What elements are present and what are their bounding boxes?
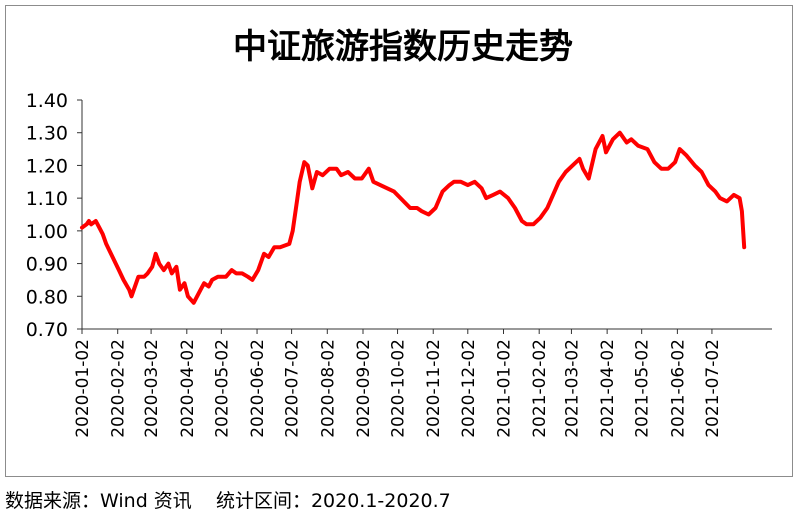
- y-tick-label: 1.20: [26, 155, 68, 177]
- plot-area: [80, 130, 747, 305]
- x-tick-label: 2020-10-02: [389, 339, 409, 438]
- x-tick-label: 2021-02-02: [530, 339, 550, 438]
- source-note: 数据来源：Wind 资讯 统计区间：2020.1-2020.7: [5, 490, 451, 512]
- x-tick-label: 2021-04-02: [598, 339, 618, 438]
- axes: 0.70 0.80 0.90 1.00 1.10 1.20 1.30 1.40 2020-01-…: [26, 90, 772, 438]
- x-tick-label: 2020-03-02: [142, 339, 162, 438]
- x-tick-label: 2020-09-02: [354, 339, 374, 438]
- x-tick-label: 2020-12-02: [459, 339, 479, 438]
- y-tick-label: 1.40: [26, 90, 68, 112]
- x-tick-label: 2020-11-02: [424, 339, 444, 438]
- x-tick-label: 2021-07-02: [703, 339, 723, 438]
- x-tick-label: 2020-06-02: [248, 339, 268, 438]
- y-tick-label: 1.00: [26, 221, 68, 243]
- y-tick-label: 1.30: [26, 123, 68, 145]
- series-line-0: [80, 130, 747, 305]
- y-tick-label: 0.80: [26, 286, 68, 308]
- x-tick-label: 2020-07-02: [283, 339, 303, 438]
- x-tick-label: 2021-06-02: [668, 339, 688, 438]
- x-tick-label: 2021-03-02: [562, 339, 582, 438]
- y-tick-label: 0.90: [26, 254, 68, 276]
- y-tick-label: 1.10: [26, 188, 68, 210]
- x-tick-label: 2020-08-02: [318, 339, 338, 438]
- x-tick-label: 2020-01-02: [73, 339, 93, 438]
- x-tick-label: 2020-05-02: [212, 339, 232, 438]
- x-tick-label: 2020-02-02: [109, 339, 129, 438]
- x-tick-label: 2021-01-02: [494, 339, 514, 438]
- y-tick-label: 0.70: [26, 319, 68, 341]
- chart-title: 中证旅游指数历史走势: [233, 27, 573, 67]
- x-tick-label: 2020-04-02: [178, 339, 198, 438]
- x-tick-label: 2021-05-02: [633, 339, 653, 438]
- chart-frame: [5, 5, 793, 477]
